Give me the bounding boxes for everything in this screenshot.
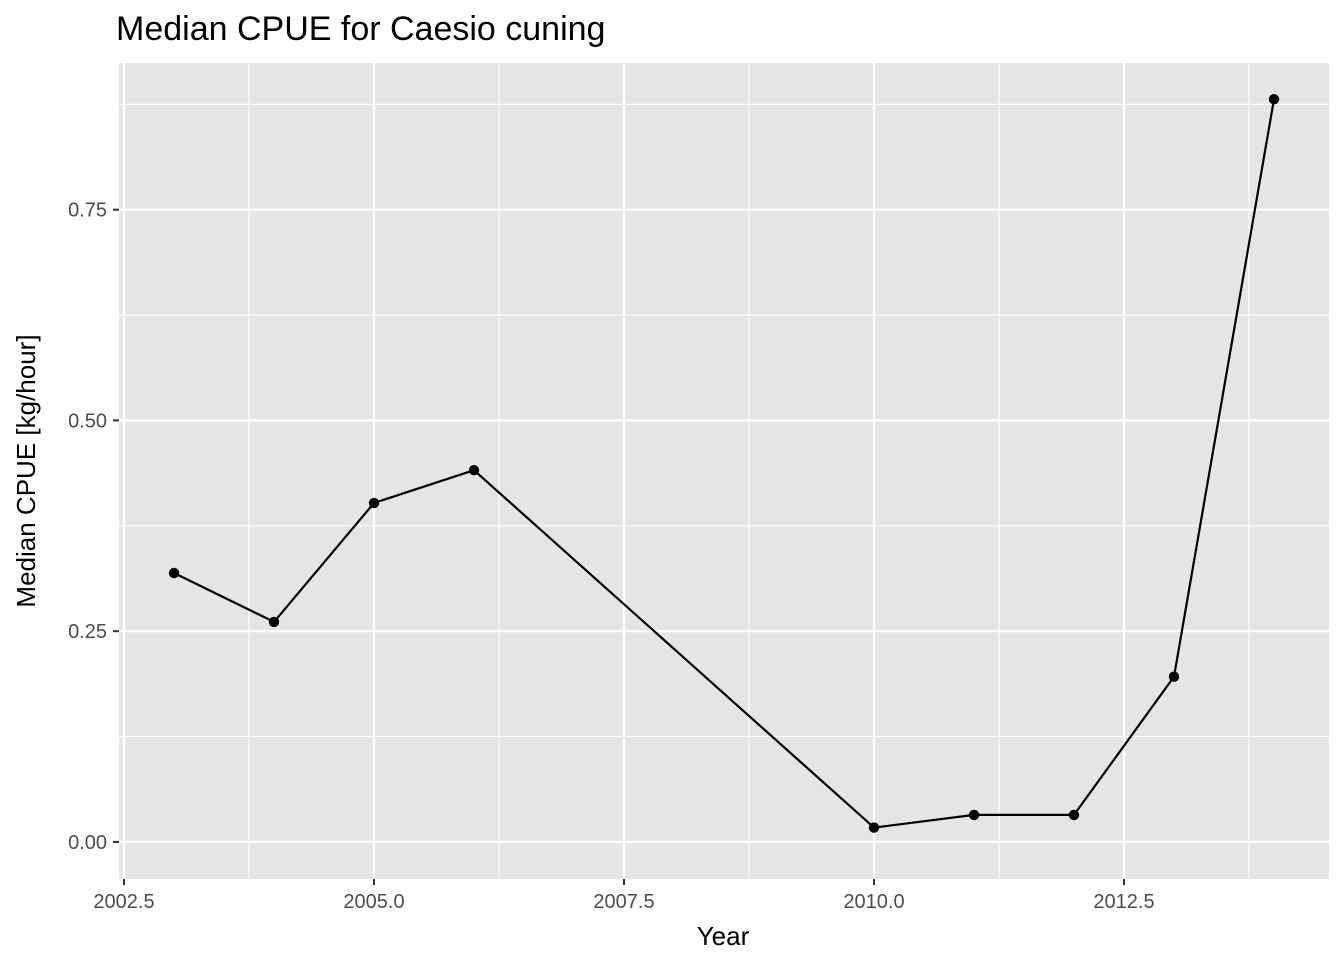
axis-ticks xyxy=(113,208,1125,885)
data-point xyxy=(868,822,880,833)
y-tick-label: 0.00 xyxy=(68,832,107,854)
plot-panel xyxy=(119,63,1329,879)
series-group xyxy=(168,94,1280,833)
x-tick-label: 2002.5 xyxy=(93,891,154,913)
minor-gridlines xyxy=(119,63,1329,879)
major-gridlines xyxy=(119,63,1329,879)
data-point xyxy=(168,567,180,579)
x-tick-labels: 2002.5 2005.0 2007.5 2010.0 2012.5 xyxy=(93,891,1154,913)
data-point xyxy=(368,497,380,509)
data-point xyxy=(468,464,480,476)
data-point xyxy=(1268,94,1280,105)
y-tick-labels: 0.00 0.25 0.50 0.75 xyxy=(68,200,107,854)
x-tick-label: 2005.0 xyxy=(343,891,404,913)
data-point xyxy=(1168,671,1180,682)
x-tick-label: 2012.5 xyxy=(1093,891,1154,913)
data-point xyxy=(968,809,980,821)
data-point xyxy=(1068,809,1080,821)
chart-title: Median CPUE for Caesio cuning xyxy=(116,10,605,48)
x-axis-title: Year xyxy=(697,921,750,951)
y-tick-label: 0.75 xyxy=(68,200,107,222)
x-tick-label: 2007.5 xyxy=(593,891,654,913)
y-axis-title: Median CPUE [kg/hour] xyxy=(11,334,41,607)
x-tick-label: 2010.0 xyxy=(843,891,904,913)
y-tick-label: 0.25 xyxy=(68,621,107,643)
data-point xyxy=(268,616,280,628)
y-tick-label: 0.50 xyxy=(68,410,107,432)
